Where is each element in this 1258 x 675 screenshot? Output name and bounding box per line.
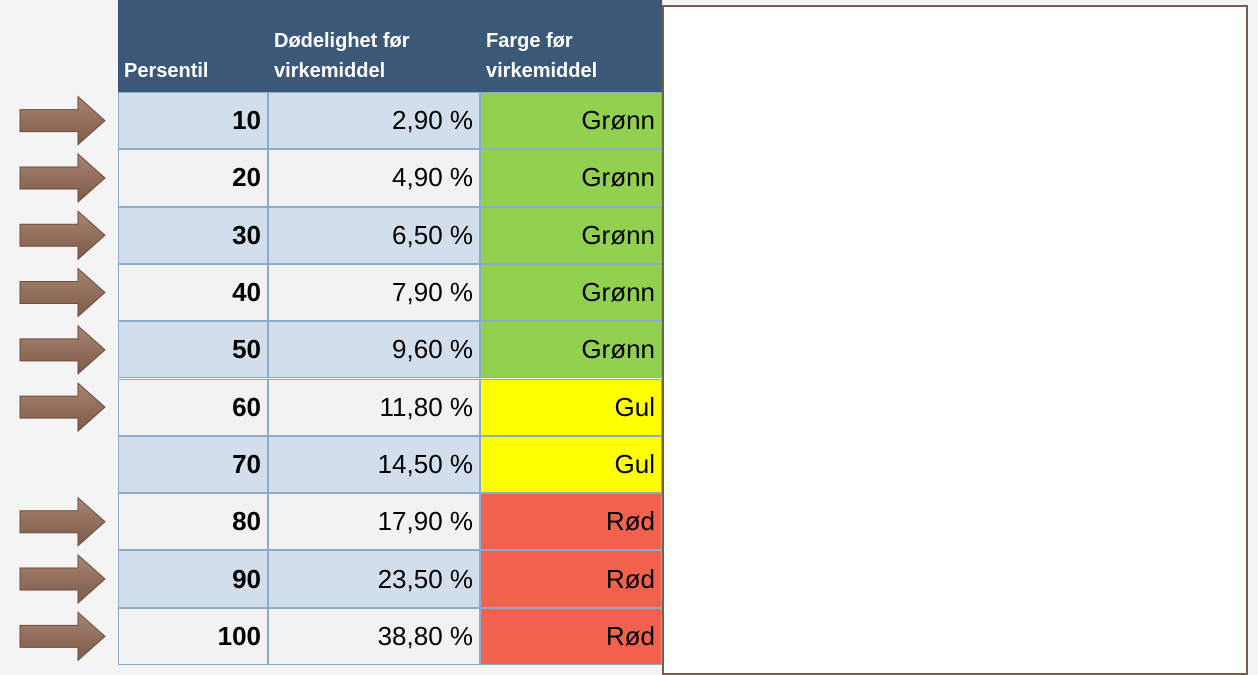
arrow bbox=[19, 553, 106, 605]
cell: Gul bbox=[480, 378, 662, 436]
cell: Rød bbox=[480, 607, 662, 665]
cell: Grønn bbox=[480, 206, 662, 264]
cell: Grønn bbox=[480, 149, 662, 207]
cell: 10 bbox=[118, 92, 268, 150]
cell: 38,80 % bbox=[268, 607, 480, 665]
arrow bbox=[19, 611, 106, 662]
cell: 40 bbox=[118, 263, 268, 322]
cell: 30 bbox=[118, 206, 268, 264]
arrow bbox=[19, 382, 106, 433]
cell: 6,50 % bbox=[268, 206, 480, 264]
header-cell: Persentil bbox=[118, 0, 268, 92]
blank-panel bbox=[662, 5, 1248, 675]
cell: 9,60 % bbox=[268, 321, 480, 379]
arrow bbox=[19, 210, 106, 261]
cell: 70 bbox=[118, 435, 268, 494]
cell: 17,90 % bbox=[268, 493, 480, 551]
cell: Grønn bbox=[480, 321, 662, 379]
header-cell: Dødelighet før virkemiddel bbox=[268, 0, 480, 92]
table: Persentil Dødelighet før virkemiddel Far… bbox=[118, 0, 662, 665]
cell: Grønn bbox=[480, 92, 662, 150]
cell: 90 bbox=[118, 550, 268, 608]
cell: 11,80 % bbox=[268, 378, 480, 436]
cell: Grønn bbox=[480, 263, 662, 322]
cell: 50 bbox=[118, 321, 268, 379]
cell: 4,90 % bbox=[268, 149, 480, 207]
cell: 14,50 % bbox=[268, 435, 480, 494]
cell: 100 bbox=[118, 607, 268, 665]
arrow bbox=[19, 152, 106, 204]
arrow bbox=[19, 324, 106, 375]
arrow bbox=[19, 95, 106, 146]
cell: Rød bbox=[480, 493, 662, 551]
cell: 7,90 % bbox=[268, 263, 480, 322]
header-cell: Farge før virkemiddel bbox=[480, 0, 662, 92]
cell: 23,50 % bbox=[268, 550, 480, 608]
cell: Gul bbox=[480, 435, 662, 494]
cell: 80 bbox=[118, 493, 268, 551]
arrow bbox=[19, 496, 106, 547]
cell: Rød bbox=[480, 550, 662, 608]
cell: 20 bbox=[118, 149, 268, 207]
arrow-group bbox=[19, 95, 106, 662]
arrow bbox=[19, 267, 106, 318]
cell: 60 bbox=[118, 378, 268, 436]
cell: 2,90 % bbox=[268, 92, 480, 150]
arrows bbox=[19, 95, 106, 662]
